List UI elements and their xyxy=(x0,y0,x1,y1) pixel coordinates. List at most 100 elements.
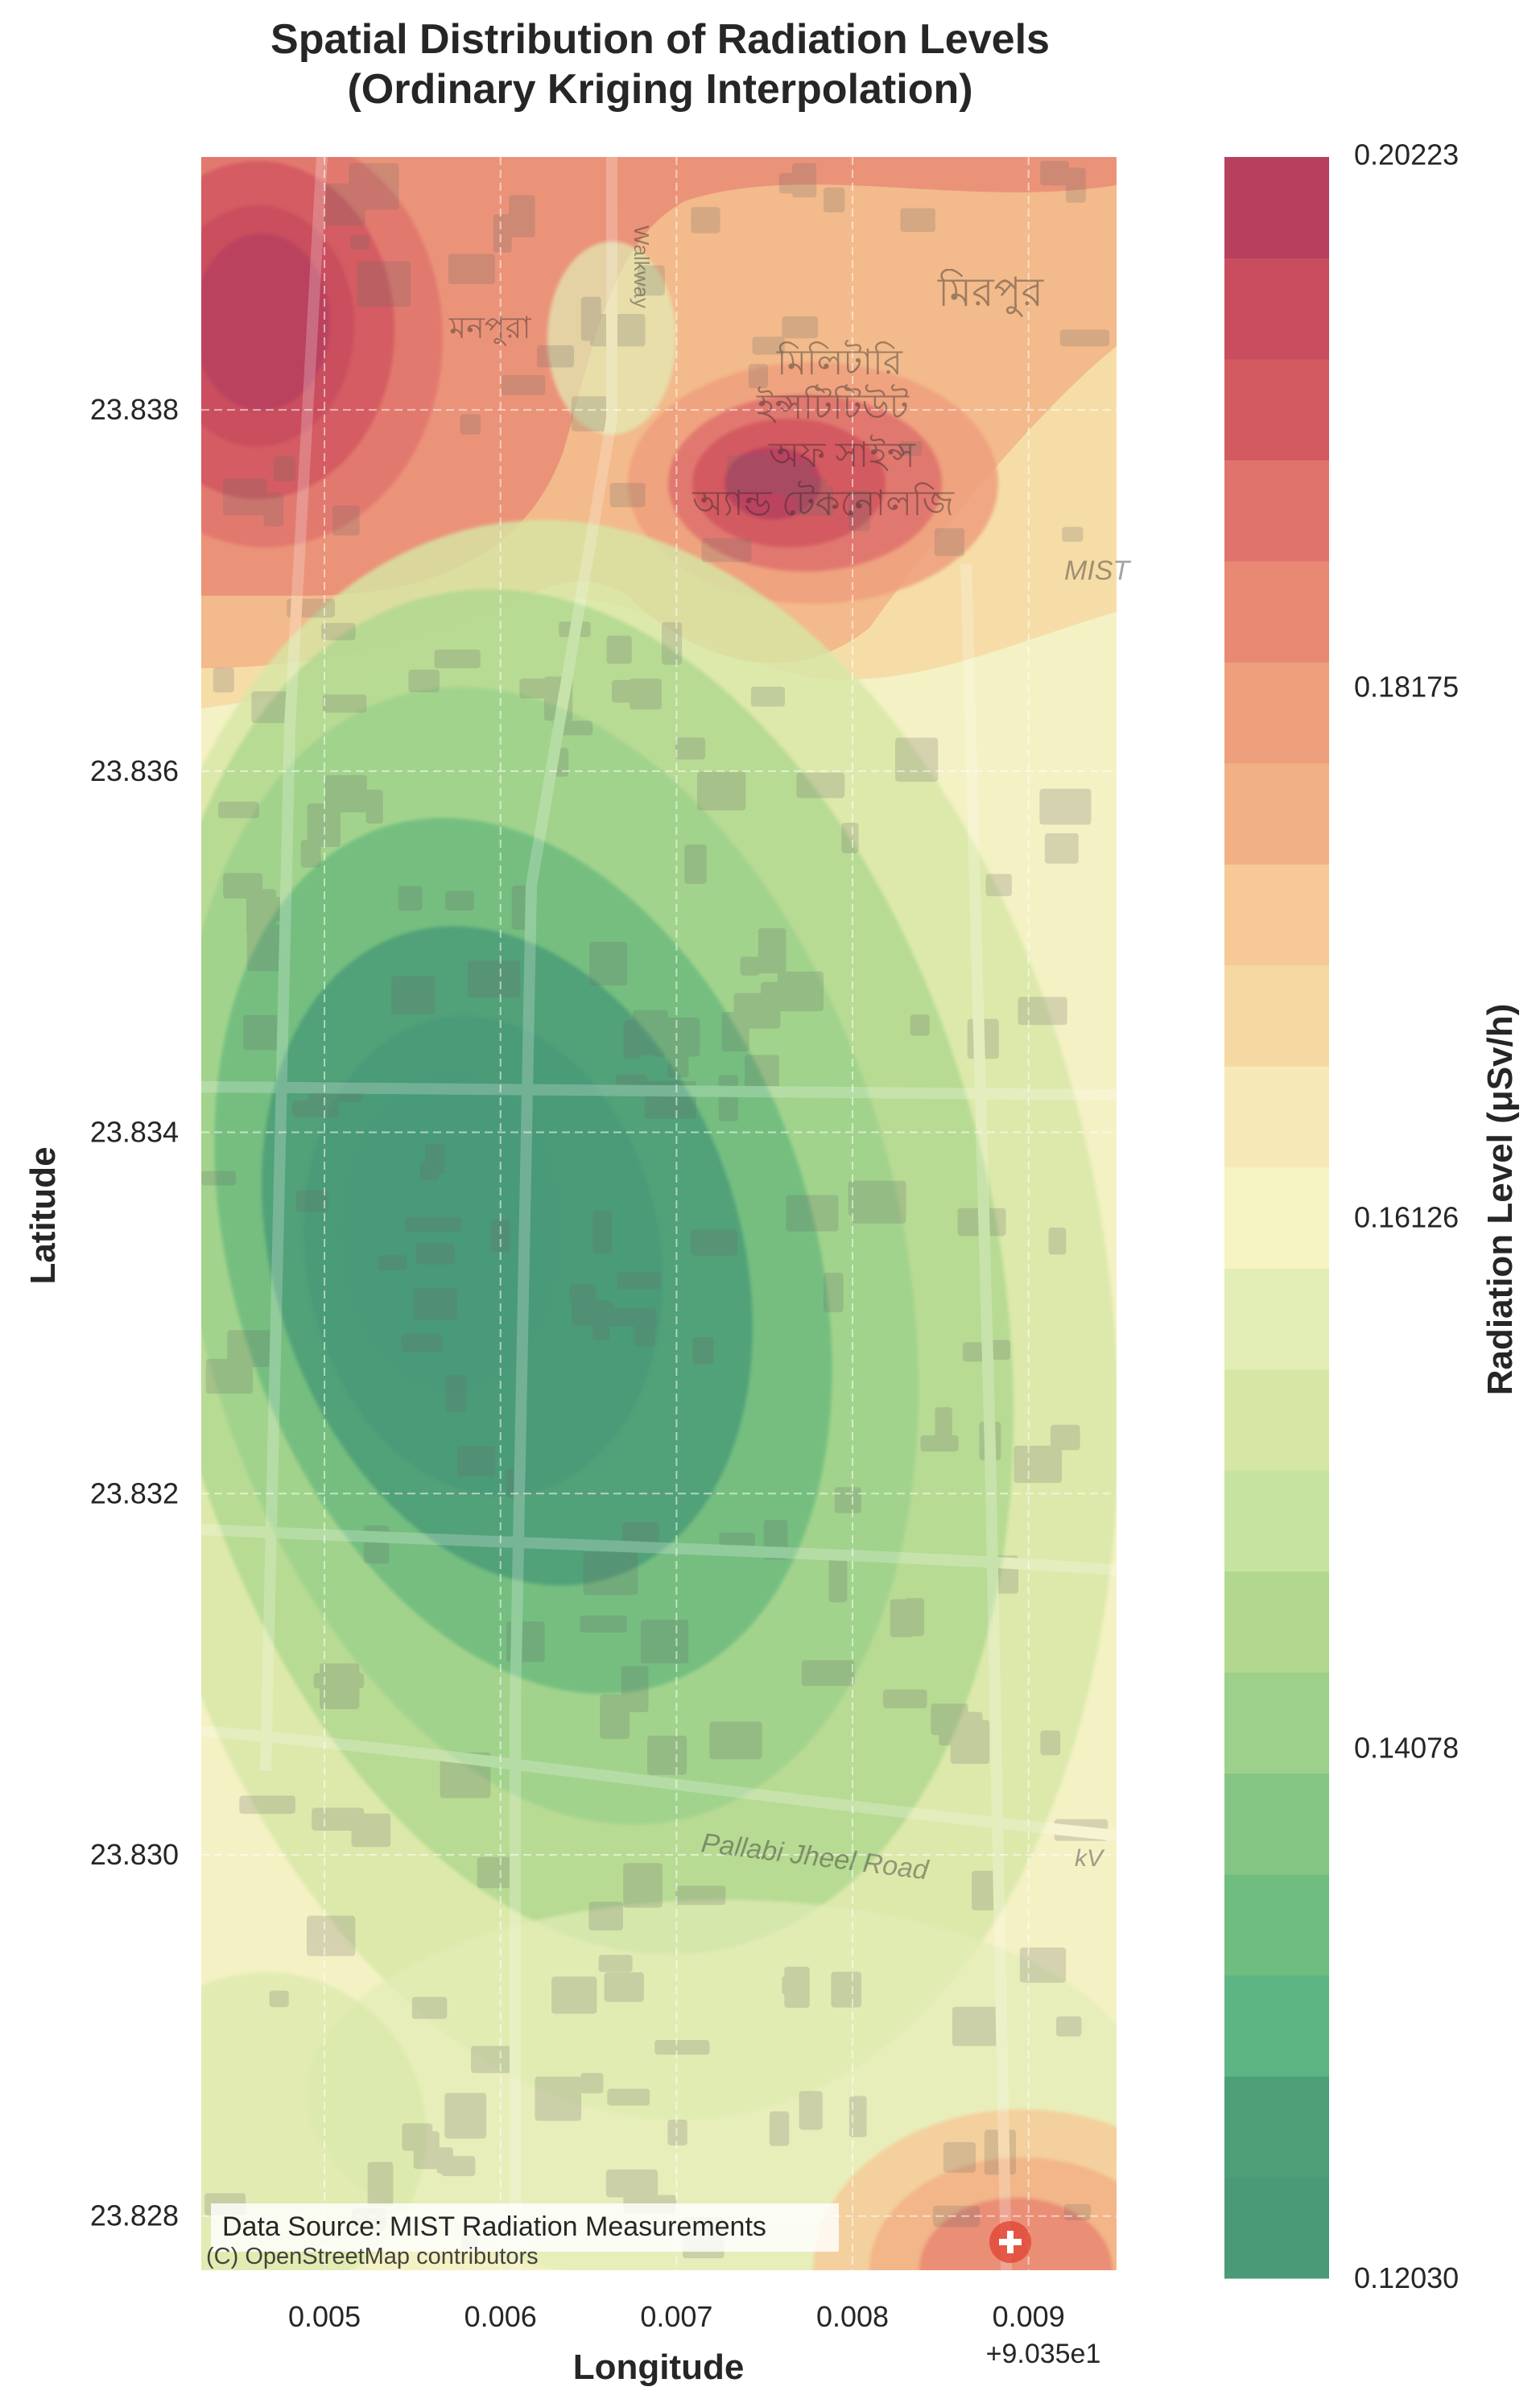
colorbar-tick-label: 0.18175 xyxy=(1354,671,1459,704)
colorbar-segment xyxy=(1224,662,1329,764)
basemap-building xyxy=(988,1555,1018,1594)
basemap-building xyxy=(759,461,813,493)
basemap-building xyxy=(307,803,341,848)
basemap-building xyxy=(349,163,399,210)
basemap-building xyxy=(508,195,535,237)
basemap-building xyxy=(934,528,964,556)
basemap-building xyxy=(501,374,546,395)
basemap-building xyxy=(900,208,935,233)
basemap-building xyxy=(615,1074,647,1094)
basemap-building xyxy=(1062,526,1084,542)
basemap-building xyxy=(823,1272,844,1313)
basemap-building xyxy=(411,1997,448,2019)
basemap-building xyxy=(357,261,411,308)
basemap-building xyxy=(796,772,845,799)
colorbar-tick-labels: 0.20223 0.18175 0.16126 0.14078 0.12030 xyxy=(1354,138,1459,2294)
colorbar-segment xyxy=(1224,762,1329,865)
basemap-building xyxy=(605,2169,659,2198)
basemap-building xyxy=(308,1081,363,1102)
basemap-building xyxy=(778,172,796,194)
basemap-building xyxy=(1014,1445,1063,1484)
basemap-building xyxy=(201,1171,237,1186)
colorbar-segment xyxy=(1224,157,1329,258)
basemap-building xyxy=(795,485,834,516)
basemap-building xyxy=(851,1180,906,1224)
basemap-building xyxy=(350,234,370,250)
basemap-building xyxy=(761,981,811,1000)
x-tick-label: 0.005 xyxy=(288,2300,361,2333)
basemap-building xyxy=(246,924,283,972)
basemap-building xyxy=(543,676,573,721)
basemap-road xyxy=(510,157,617,2270)
colorbar-segment xyxy=(1224,1571,1329,1673)
basemap-building xyxy=(972,1870,1004,1911)
basemap-building xyxy=(721,1011,749,1052)
basemap-building xyxy=(456,1446,496,1476)
basemap-building xyxy=(758,928,787,973)
basemap-building xyxy=(828,1559,848,1603)
basemap-road xyxy=(201,1081,1117,1100)
basemap-building xyxy=(644,1080,697,1119)
basemap-building xyxy=(295,1190,329,1212)
basemap-building xyxy=(588,1902,623,1930)
basemap-building xyxy=(321,622,356,641)
basemap-building xyxy=(493,214,512,253)
basemap-building xyxy=(436,2147,453,2174)
basemap-building xyxy=(1065,167,1086,203)
basemap-building xyxy=(692,1337,714,1365)
basemap-building xyxy=(408,669,440,693)
basemap-building xyxy=(363,1525,390,1564)
basemap-road xyxy=(960,563,1012,2270)
basemap-building xyxy=(444,890,474,911)
basemap-building xyxy=(1056,2016,1082,2037)
basemap-label-mirpur: মিরপুর xyxy=(937,269,1045,316)
basemap-building xyxy=(589,314,646,347)
basemap-building xyxy=(792,163,817,198)
basemap-building xyxy=(365,789,383,824)
basemap-building xyxy=(629,678,662,710)
basemap-building xyxy=(786,1195,839,1232)
basemap-building xyxy=(950,1720,990,1764)
basemap-building xyxy=(415,1243,455,1265)
data-source-text: Data Source: MIST Radiation Measurements xyxy=(222,2211,766,2242)
basemap-building xyxy=(1048,1227,1067,1255)
basemap-building xyxy=(258,897,283,922)
basemap-building xyxy=(490,1219,510,1253)
basemap-building xyxy=(239,1795,295,1815)
basemap-building xyxy=(967,1018,999,1059)
basemap-building xyxy=(1063,2203,1092,2221)
basemap-building xyxy=(1054,1819,1109,1841)
colorbar-segment xyxy=(1224,1268,1329,1370)
plot-area xyxy=(201,157,1117,2270)
basemap-building xyxy=(273,456,295,482)
basemap-building xyxy=(506,1621,545,1662)
basemap-building xyxy=(444,2092,487,2139)
basemap-building xyxy=(413,2131,440,2170)
y-tick-label: 23.828 xyxy=(90,2199,179,2232)
basemap-building xyxy=(580,1615,627,1633)
basemap-building xyxy=(246,889,277,935)
basemap-building xyxy=(799,2091,823,2130)
colorbar-segment xyxy=(1224,1066,1329,1168)
basemap-label-military: মিলিটারি xyxy=(776,340,903,382)
basemap-building xyxy=(895,737,939,783)
basemap-label-monpura: মনপুরা xyxy=(448,312,531,347)
basemap-building xyxy=(931,1703,968,1736)
basemap-building xyxy=(623,1019,640,1059)
basemap-building xyxy=(719,1532,755,1551)
basemap-label-of-science: অফ সাইন্স xyxy=(768,435,916,475)
basemap-building xyxy=(990,1340,1011,1360)
basemap-building xyxy=(748,364,769,389)
basemap-building xyxy=(592,1300,609,1340)
basemap-building xyxy=(782,1976,807,1996)
basemap-building xyxy=(477,1856,512,1889)
basemap-building xyxy=(834,1487,861,1513)
basemap-building xyxy=(647,1735,687,1775)
colorbar-segment xyxy=(1224,2076,1329,2178)
basemap-building xyxy=(611,679,660,703)
data-source-box: Data Source: MIST Radiation Measurements xyxy=(211,2203,839,2252)
basemap-building xyxy=(750,686,786,707)
basemap-building xyxy=(227,1330,272,1368)
basemap-building xyxy=(398,886,423,911)
basemap-building xyxy=(413,1288,457,1320)
